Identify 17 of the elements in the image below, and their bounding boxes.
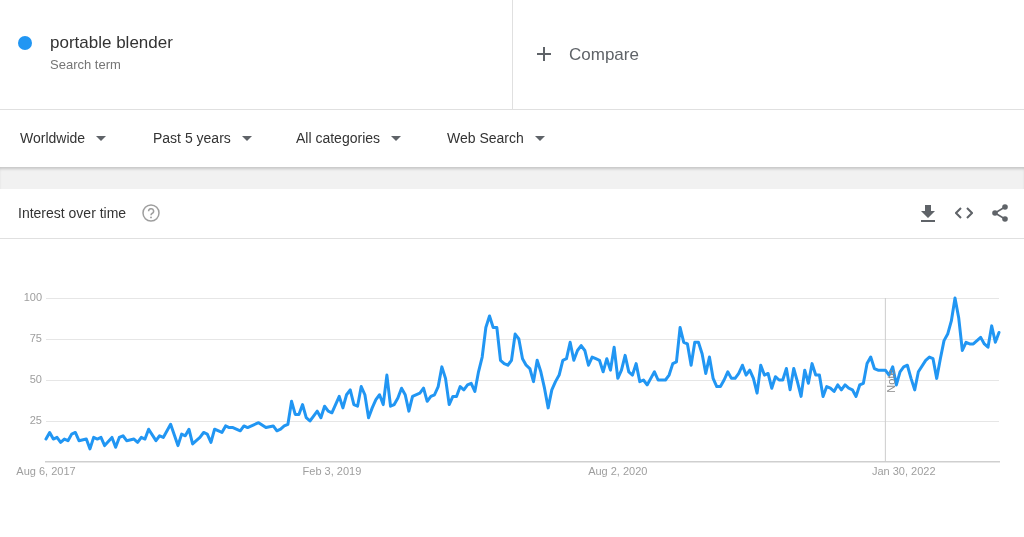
x-tick-label: Feb 3, 2019	[302, 464, 362, 477]
x-tick-label: Aug 2, 2020	[588, 464, 648, 477]
legend-label: portable blender	[50, 33, 173, 53]
x-tick-label: Aug 6, 2017	[16, 464, 76, 477]
text: All categories	[296, 130, 381, 146]
y-tick-label: 50	[29, 373, 42, 386]
text: Worldwide	[20, 130, 86, 146]
text: Compare	[569, 45, 639, 65]
y-tick-label: 100	[23, 291, 42, 304]
text: Search term	[50, 57, 121, 72]
x-tick-label: Jan 30, 2022	[871, 464, 936, 477]
text: Past 5 years	[153, 130, 231, 146]
chart-title: Interest over time	[18, 205, 127, 221]
y-tick-label: 25	[29, 414, 42, 427]
text: Web Search	[447, 130, 524, 146]
y-tick-label: 75	[29, 332, 42, 345]
ref-line-label: Note	[885, 369, 898, 393]
